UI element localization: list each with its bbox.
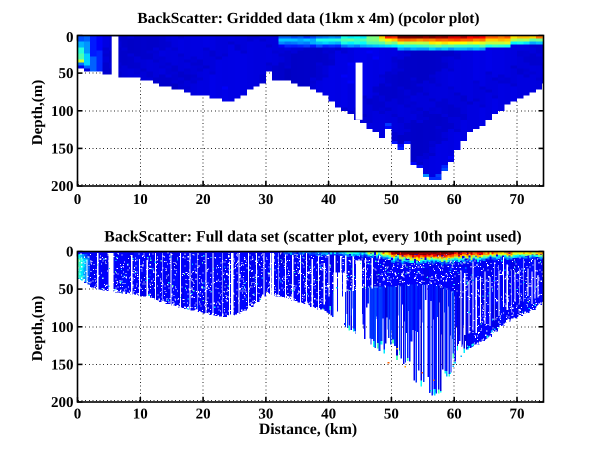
svg-text:0: 0 (66, 30, 74, 46)
svg-text:20: 20 (196, 407, 211, 423)
svg-text:150: 150 (51, 357, 74, 373)
svg-text:Depth,(m): Depth,(m) (30, 80, 46, 145)
svg-text:20: 20 (196, 192, 211, 208)
svg-text:0: 0 (74, 407, 82, 423)
svg-text:200: 200 (51, 179, 74, 195)
svg-text:Depth,(m): Depth,(m) (30, 296, 46, 361)
svg-text:0: 0 (66, 245, 74, 261)
svg-text:50: 50 (384, 192, 399, 208)
svg-text:100: 100 (51, 320, 74, 336)
svg-text:70: 70 (510, 407, 525, 423)
svg-text:60: 60 (447, 407, 462, 423)
svg-text:10: 10 (133, 192, 148, 208)
svg-text:200: 200 (51, 395, 74, 411)
svg-text:100: 100 (51, 104, 74, 120)
svg-text:60: 60 (447, 192, 462, 208)
svg-text:10: 10 (133, 407, 148, 423)
svg-text:50: 50 (59, 282, 74, 298)
svg-text:50: 50 (59, 66, 74, 82)
svg-text:50: 50 (384, 407, 399, 423)
svg-text:0: 0 (74, 192, 82, 208)
svg-text:70: 70 (510, 192, 525, 208)
svg-text:BackScatter: Gridded data (1km: BackScatter: Gridded data (1km x 4m) (pc… (137, 10, 479, 27)
svg-text:BackScatter: Full data set (sc: BackScatter: Full data set (scatter plot… (104, 229, 521, 246)
svg-text:150: 150 (51, 141, 74, 157)
svg-text:30: 30 (258, 192, 273, 208)
svg-text:30: 30 (258, 407, 273, 423)
svg-text:40: 40 (321, 192, 336, 208)
svg-text:Distance, (km): Distance, (km) (259, 421, 357, 438)
svg-text:40: 40 (321, 407, 336, 423)
